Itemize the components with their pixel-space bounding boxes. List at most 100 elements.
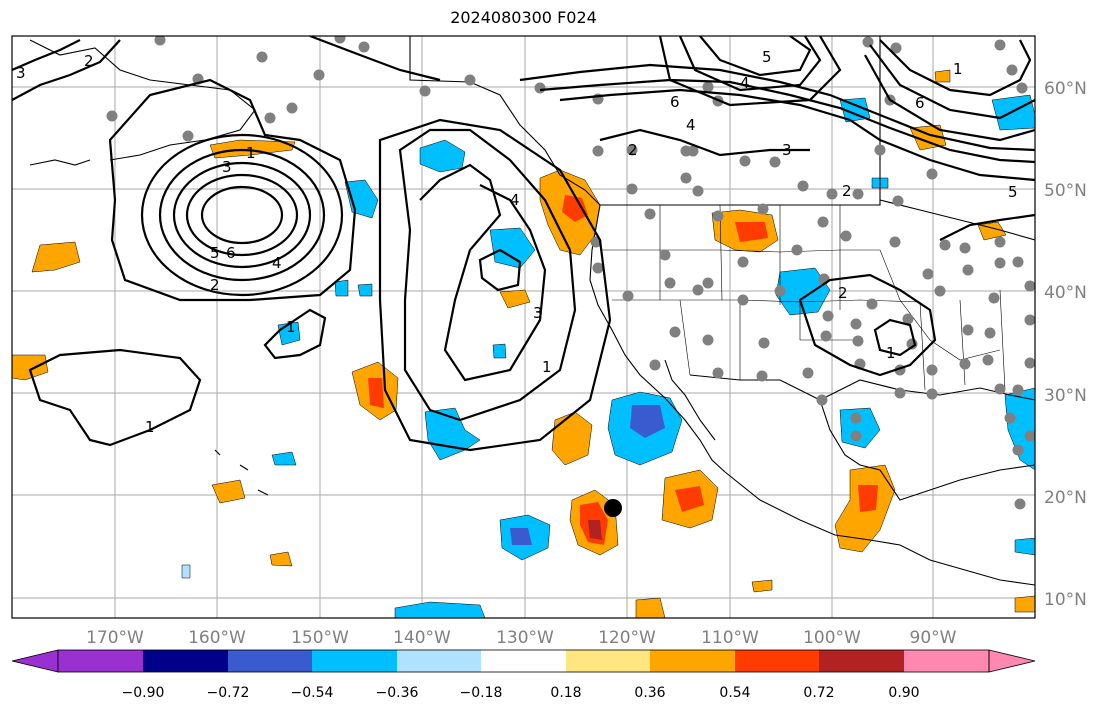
lat-label: 60°N <box>1044 79 1087 99</box>
station-dot <box>664 277 676 289</box>
colorbar-tick-label: 0.90 <box>888 685 919 701</box>
station-dot <box>902 313 914 325</box>
station-dot <box>802 367 814 379</box>
station-dot <box>692 185 704 197</box>
station-markers <box>106 36 1035 510</box>
station-dot <box>874 144 886 156</box>
contour-label: 2 <box>838 284 848 302</box>
colorbar-segment <box>650 650 735 672</box>
station-dot <box>286 102 298 114</box>
contour-label: 1 <box>542 358 552 376</box>
contour-label: 5 <box>762 48 772 66</box>
station-dot <box>1024 314 1035 326</box>
station-dot <box>826 188 838 200</box>
station-dot <box>739 155 751 167</box>
station-dot <box>712 367 724 379</box>
contour-lines <box>12 36 1035 452</box>
station-dot <box>850 318 862 330</box>
map-frame <box>11 35 1036 619</box>
station-dot <box>256 51 268 63</box>
station-dot <box>702 81 714 93</box>
station-dot <box>757 203 769 215</box>
colorbar-segment <box>735 650 819 672</box>
station-dot <box>649 359 661 371</box>
station-dot <box>758 337 770 349</box>
contour-label: 6 <box>226 244 236 262</box>
station-dot <box>1024 430 1035 442</box>
lat-label: 40°N <box>1044 283 1087 303</box>
station-dot <box>534 82 546 94</box>
lon-label: 150°W <box>291 628 349 648</box>
contour-label: 4 <box>510 191 520 209</box>
station-dot <box>926 388 938 400</box>
station-dot <box>1014 498 1026 510</box>
colorbar-tick-label: −0.90 <box>122 685 165 701</box>
contour-label: 3 <box>16 64 26 82</box>
station-dot <box>1024 280 1035 292</box>
shaded-anomaly-fields <box>12 69 1035 618</box>
station-dot <box>680 172 692 184</box>
station-dot <box>756 370 768 382</box>
station-dot <box>852 188 864 200</box>
station-dot <box>894 387 906 399</box>
station-dot <box>984 327 996 339</box>
colorbar-segment <box>566 650 650 672</box>
colorbar-segment <box>228 650 312 672</box>
station-dot <box>626 183 638 195</box>
colorbar-segment <box>819 650 904 672</box>
lon-label: 140°W <box>393 628 451 648</box>
station-dot <box>926 168 938 180</box>
station-dot <box>994 257 1006 269</box>
colorbar-extend-high <box>988 649 1036 673</box>
station-dot <box>774 285 786 297</box>
colorbar-tick-labels: −0.90 −0.72 −0.54 −0.36 −0.18 0.18 0.36 … <box>122 685 920 701</box>
station-dot <box>959 242 971 254</box>
contour-label: 6 <box>670 93 680 111</box>
storm-center-dot <box>604 499 622 517</box>
contour-label: 1 <box>286 318 296 336</box>
station-dot <box>982 354 994 366</box>
station-dot <box>1012 384 1024 396</box>
station-dot <box>988 292 1000 304</box>
contour-label: 1 <box>246 144 256 162</box>
station-dot <box>1024 357 1035 369</box>
map-title: 2024080300 F024 <box>450 8 597 27</box>
lon-label: 90°W <box>910 628 957 648</box>
station-dot <box>840 230 852 242</box>
station-dot <box>820 330 832 342</box>
station-dot <box>1004 412 1016 424</box>
station-dot <box>791 244 803 256</box>
colorbar-outline <box>57 649 990 673</box>
contour-label: 5 <box>210 244 220 262</box>
lat-label: 20°N <box>1044 488 1087 508</box>
contour-label: 4 <box>272 254 282 272</box>
contour-label: 2 <box>628 141 638 159</box>
colorbar-segment <box>904 650 989 672</box>
contour-label: 2 <box>842 182 852 200</box>
station-dot <box>959 358 971 370</box>
station-dot <box>1016 82 1028 94</box>
contour-label: 3 <box>222 158 232 176</box>
contour-label: 6 <box>915 94 925 112</box>
lat-label: 10°N <box>1044 590 1087 610</box>
station-dot <box>797 180 809 192</box>
colorbar-segment <box>312 650 397 672</box>
station-dot <box>816 394 828 406</box>
lon-label: 160°W <box>188 628 246 648</box>
station-dot <box>922 268 934 280</box>
station-dot <box>358 41 370 53</box>
colorbar-tick-label: 0.36 <box>634 685 665 701</box>
coastlines <box>29 36 1035 586</box>
longitude-labels: 170°W 160°W 150°W 140°W 130°W 120°W 110°… <box>86 628 957 648</box>
station-dot <box>994 383 1006 395</box>
station-dot <box>592 145 604 157</box>
contour-label: 2 <box>210 276 220 294</box>
lon-label: 130°W <box>496 628 554 648</box>
station-dot <box>890 42 902 54</box>
lon-label: 110°W <box>701 628 759 648</box>
station-dot <box>737 294 749 306</box>
station-dot <box>1006 64 1018 76</box>
station-dot <box>962 264 974 276</box>
station-dot <box>182 130 194 142</box>
